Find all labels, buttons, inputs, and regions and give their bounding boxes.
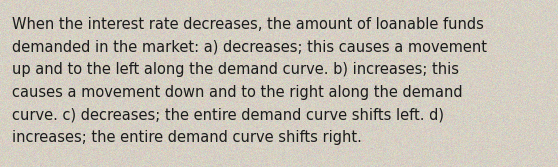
Text: up and to the left along the demand curve. b) increases; this: up and to the left along the demand curv… — [12, 62, 459, 77]
Text: When the interest rate decreases, the amount of loanable funds: When the interest rate decreases, the am… — [12, 17, 484, 32]
Text: causes a movement down and to the right along the demand: causes a movement down and to the right … — [12, 85, 463, 100]
Text: curve. c) decreases; the entire demand curve shifts left. d): curve. c) decreases; the entire demand c… — [12, 107, 444, 122]
Text: demanded in the market: a) decreases; this causes a movement: demanded in the market: a) decreases; th… — [12, 40, 487, 55]
Text: increases; the entire demand curve shifts right.: increases; the entire demand curve shift… — [12, 130, 362, 145]
